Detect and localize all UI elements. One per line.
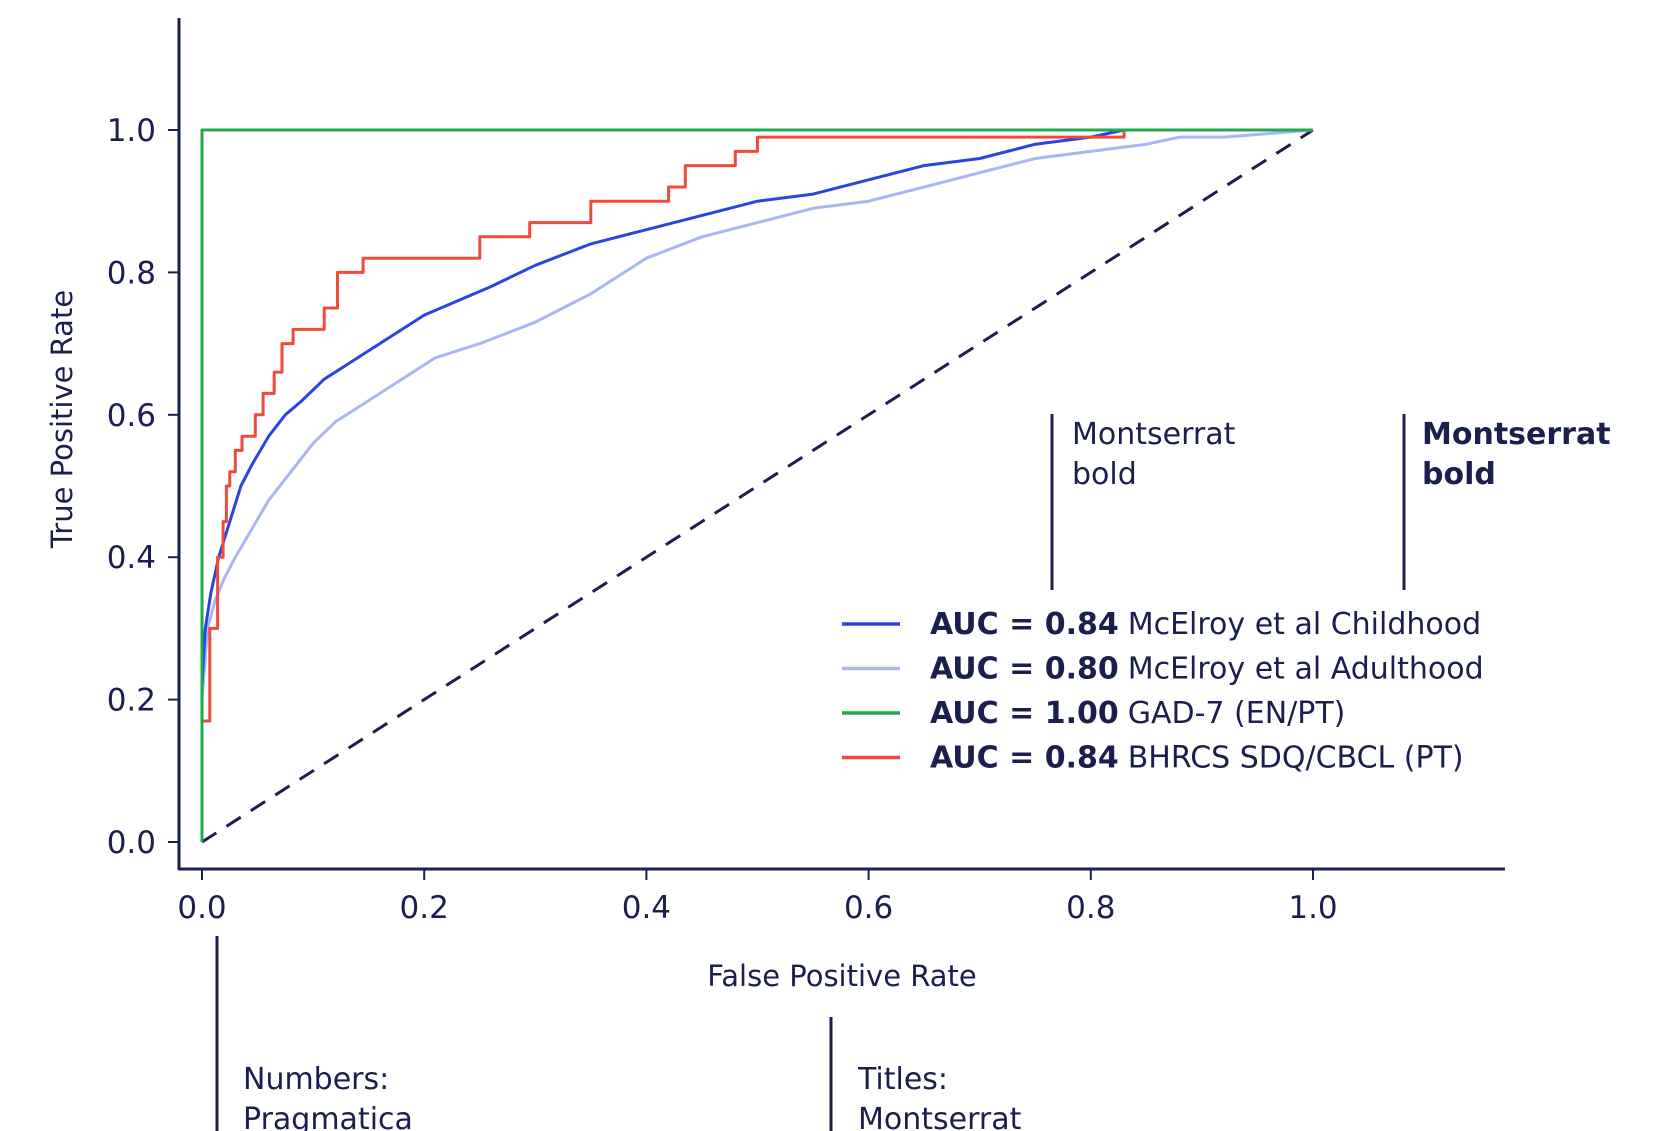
x-axis-title: False Positive Rate <box>707 959 977 993</box>
annotation-text-line: Montserrat <box>1072 417 1236 452</box>
legend-label: AUC = 0.84 McElroy et al Childhood <box>930 607 1481 642</box>
annotation-text-line: bold <box>1422 457 1496 492</box>
y-tick-label: 0.8 <box>107 255 156 291</box>
tick-group: 0.0 0.2 0.4 0.6 0.8 1.0 0.0 0.2 0.4 0.6 0.8 1.0 <box>107 113 1338 926</box>
x-tick-label: 0.8 <box>1066 890 1115 926</box>
legend-label: AUC = 1.00 GAD-7 (EN/PT) <box>930 696 1345 731</box>
legend-series-name: McElroy et al Adulthood <box>1128 652 1484 687</box>
annotation-text-line: Numbers: <box>243 1062 389 1097</box>
x-tick-label: 0.2 <box>400 890 449 926</box>
legend-series-name: McElroy et al Childhood <box>1128 607 1481 642</box>
legend-series-name: GAD-7 (EN/PT) <box>1128 696 1346 731</box>
axes <box>177 18 1505 871</box>
annotation-titles: Titles: Montserrat <box>829 1017 1022 1131</box>
annotation-text-line: Montserrat <box>1422 417 1611 452</box>
y-tick-label: 0.0 <box>107 825 156 861</box>
series-line-mcelroy-et-al-childhood <box>200 128 1313 686</box>
annotation-text-line: Titles: <box>857 1062 948 1097</box>
series-line-gad-7-en-pt <box>200 128 1313 842</box>
x-tick-label: 1.0 <box>1288 890 1337 926</box>
y-tick-label: 0.4 <box>107 540 156 576</box>
legend-auc-value: AUC = 0.84 <box>930 741 1119 776</box>
x-tick-label: 0.4 <box>622 890 671 926</box>
annotation-montserrat-regular: Montserrat bold <box>1050 414 1236 590</box>
annotation-numbers: Numbers: Pragmatica <box>215 936 413 1131</box>
series-group <box>200 128 1314 844</box>
annotation-montserrat-bold: Montserrat bold <box>1402 414 1611 590</box>
chance-reference-line <box>201 128 1314 844</box>
annotation-text-line: Montserrat <box>858 1102 1022 1131</box>
legend-label: AUC = 0.80 McElroy et al Adulthood <box>930 652 1484 687</box>
legend-auc-value: AUC = 1.00 <box>930 696 1119 731</box>
legend-label: AUC = 0.84 BHRCS SDQ/CBCL (PT) <box>930 741 1464 776</box>
legend-series-name: BHRCS SDQ/CBCL (PT) <box>1128 741 1464 776</box>
legend-auc-value: AUC = 0.84 <box>930 607 1119 642</box>
y-axis-title: True Positive Rate <box>45 290 79 549</box>
annotation-text-line: Pragmatica <box>243 1102 413 1131</box>
series-line-mcelroy-et-al-adulthood <box>200 128 1314 700</box>
y-tick-label: 0.2 <box>107 683 156 719</box>
series-line-bhrcs-sdq-cbcl-pt <box>200 128 1313 842</box>
annotation-text-line: bold <box>1072 457 1137 492</box>
x-tick-label: 0.0 <box>177 890 226 926</box>
legend-auc-value: AUC = 0.80 <box>930 652 1119 687</box>
x-tick-label: 0.6 <box>844 890 893 926</box>
y-tick-label: 0.6 <box>107 398 156 434</box>
y-tick-label: 1.0 <box>107 113 156 149</box>
